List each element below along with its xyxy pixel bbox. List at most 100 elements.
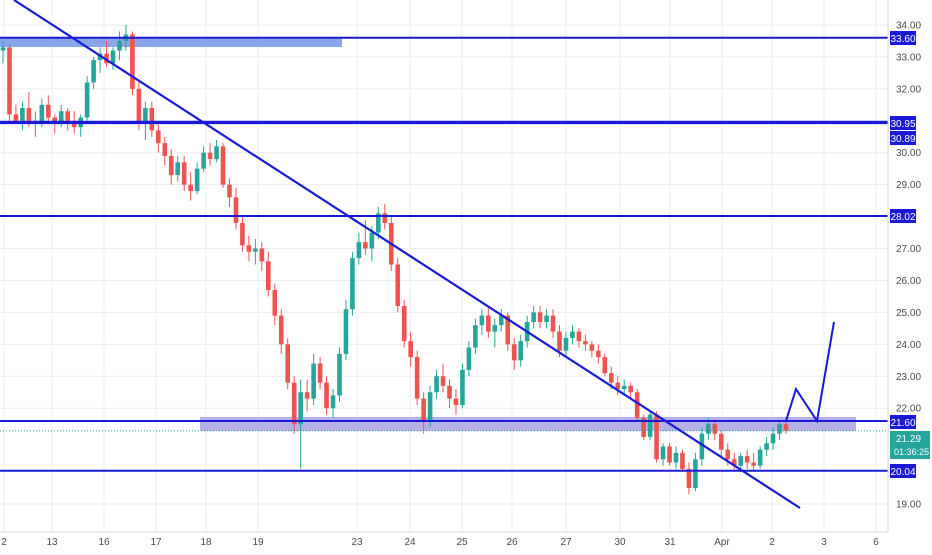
candle-body (343, 309, 349, 354)
candle-body (408, 341, 413, 358)
time-tick-label: 18 (200, 537, 212, 548)
candle-body (253, 248, 258, 252)
price-tick-label: 19.00 (896, 500, 921, 511)
candle-body (686, 468, 692, 489)
candle-body (382, 213, 388, 223)
candle-body (608, 373, 614, 383)
candle-body (20, 108, 25, 121)
candle-body (718, 433, 724, 450)
candle-body (117, 40, 122, 51)
time-tick-label: 31 (664, 537, 676, 548)
candle-body (65, 111, 71, 121)
price-tick-label: 30.00 (896, 148, 921, 159)
descending-trendline[interactable] (13, 0, 801, 509)
candle-body (712, 424, 718, 434)
time-tick-label: 26 (506, 537, 518, 548)
price-tick-label: 34.00 (896, 21, 921, 32)
candle-body (330, 395, 336, 409)
price-tick-label: 32.00 (896, 84, 921, 95)
bar-countdown-label: 01:36:25 (894, 447, 929, 457)
candle-body (414, 357, 420, 399)
candle-body (7, 47, 12, 115)
candle-body (45, 104, 51, 118)
candle-body (667, 446, 672, 463)
candle-body (634, 392, 640, 418)
candle-body (0, 47, 6, 51)
price-tag-label: 30.95 (890, 119, 915, 130)
candle-body (298, 392, 303, 425)
candle-body (492, 325, 498, 332)
candle-body (511, 344, 517, 361)
candle-body (427, 392, 433, 421)
price-tag-label: 30.89 (890, 134, 915, 145)
candle-body (531, 312, 536, 322)
candle-body (738, 456, 744, 466)
time-tick-label: 3 (821, 537, 827, 548)
candle-body (58, 111, 64, 124)
candle-body (673, 452, 679, 463)
candle-body (505, 315, 511, 345)
price-tick-labels: 34.00 33.00 32.00 30.00 29.00 27.00 26.00 25.00… (896, 21, 921, 511)
candle-body (266, 261, 271, 291)
candle-body (311, 363, 316, 399)
candle-body (576, 331, 582, 342)
price-tick-label: 22.00 (896, 404, 921, 415)
candle-body (363, 242, 368, 249)
candle-body (557, 331, 562, 351)
time-scale[interactable] (0, 532, 932, 550)
candle-body (13, 114, 19, 121)
candle-body (84, 82, 90, 118)
candle-body (447, 385, 452, 399)
time-tick-label: 24 (404, 537, 416, 548)
candle-body (39, 104, 45, 124)
time-tick-label: 2 (1, 537, 7, 548)
candle-body (621, 385, 627, 390)
horizontal-levels (0, 36, 888, 472)
price-tick-label: 33.00 (896, 52, 921, 63)
candle-body (376, 213, 381, 233)
candle-body (136, 88, 142, 124)
candle-body (324, 382, 329, 409)
candle-body (440, 376, 446, 386)
candle-body (486, 315, 491, 332)
candle-body (194, 168, 200, 192)
price-tick-label: 27.00 (896, 244, 921, 255)
price-tag-30-95: 30.95 (890, 116, 916, 130)
candle-body (26, 108, 32, 121)
price-tick-label: 25.00 (896, 308, 921, 319)
candle-body (130, 34, 135, 89)
candle-body (272, 290, 278, 316)
last-price-label: 21.29 (896, 434, 921, 445)
time-tick-label: 25 (456, 537, 468, 548)
candle-body (680, 452, 685, 469)
projection-path[interactable] (785, 321, 835, 424)
candle-body (110, 50, 116, 64)
candle-body (156, 130, 161, 144)
candle-body (751, 462, 756, 466)
time-tick-label: 17 (150, 537, 162, 548)
candle-body (350, 258, 355, 310)
time-tick-label: 13 (46, 537, 58, 548)
candle-body (220, 146, 226, 185)
price-tag-label: 28.02 (890, 212, 915, 223)
candle-body (518, 341, 523, 361)
candle-body (777, 424, 782, 434)
candle-body (770, 433, 776, 444)
last-price-tag: 21.29 01:36:25 (890, 431, 930, 459)
candle-body (596, 350, 601, 358)
candle-body (149, 108, 155, 131)
candle-body (304, 392, 310, 399)
price-tag-20-04: 20.04 (890, 464, 916, 478)
candle-body (259, 248, 265, 262)
candle-body (421, 398, 426, 421)
candle-body (589, 344, 595, 351)
candle-body (143, 108, 148, 124)
candle-body (168, 155, 174, 176)
candle-body (285, 344, 291, 383)
price-tag-33-60: 33.60 (890, 31, 916, 45)
candle-body (466, 347, 472, 370)
time-tick-label: Apr (714, 537, 730, 548)
time-tick-labels: 2 13 16 17 18 19 23 24 25 26 27 30 31 Apr 2 3 6 (1, 537, 879, 548)
